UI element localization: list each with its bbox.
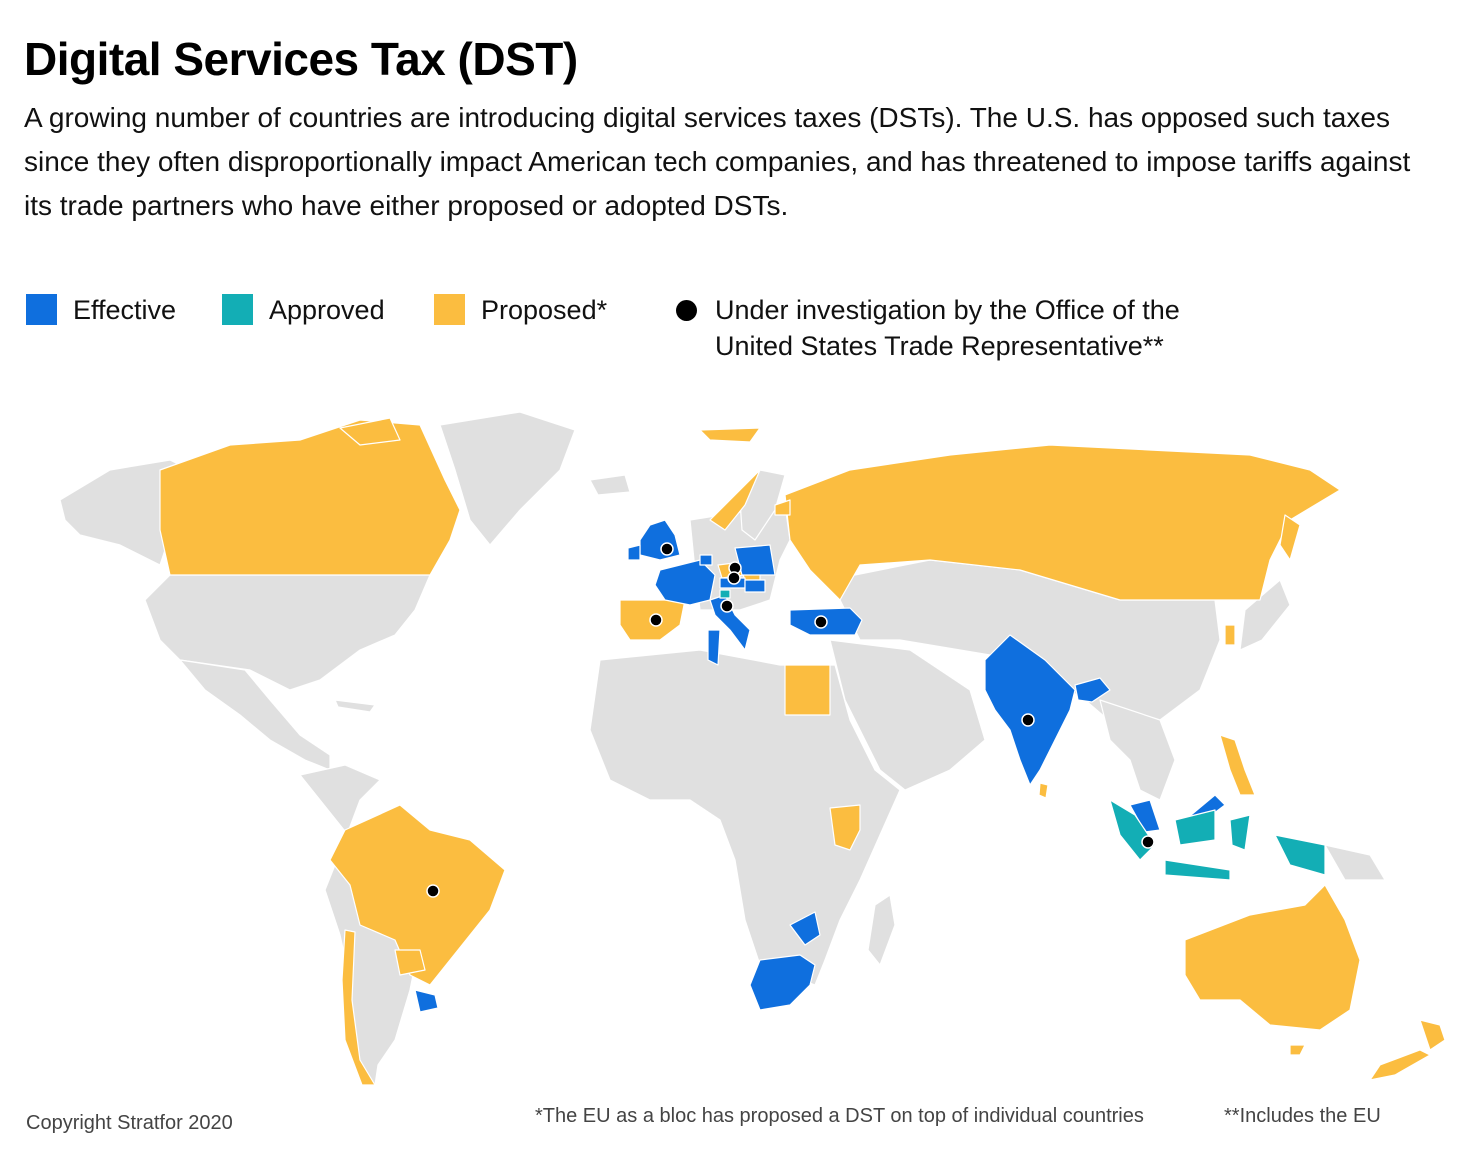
kamchatka [1279,514,1301,561]
marker-spain [649,613,663,627]
legend-label-investigation: Under investigation by the Office of the… [715,292,1180,364]
japan [1239,579,1291,651]
map-subtitle: A growing number of countries are introd… [24,102,1411,221]
marker-austria [727,571,741,585]
legend-marker-dot [676,300,697,321]
madagascar [867,894,896,966]
egypt [784,664,831,716]
legend-label-investigation-line1: Under investigation by the Office of the [715,295,1180,325]
slovenia [719,589,731,599]
copyright-text: Copyright Stratfor 2020 [26,1112,233,1134]
africa-rest [589,649,901,986]
hungary [744,579,766,593]
new-zealand [1369,1019,1446,1081]
united-kingdom [639,519,681,561]
philippines [1219,734,1256,796]
legend-swatch-approved [222,294,253,325]
marker-indonesia [1141,835,1155,849]
legend-label-approved: Approved [269,295,385,325]
kenya [829,804,861,851]
iceland [589,474,631,496]
belgium [699,554,713,566]
legend-item-proposed: Proposed* [434,292,607,328]
france [654,559,716,606]
legend-label-proposed: Proposed* [481,295,608,325]
investigation-markers [426,542,1155,898]
map-title: Digital Services Tax (DST) [24,33,578,85]
russia [784,444,1341,601]
legend-swatch-proposed [434,294,465,325]
middle-east [829,639,986,791]
marker-india [1021,713,1035,727]
legend-swatch-effective [26,294,57,325]
zimbabwe [789,911,821,946]
norway [709,469,761,531]
uruguay [414,989,439,1013]
greenland [439,411,576,546]
canada-arctic-islands [339,417,761,446]
legend-item-effective: Effective [26,292,176,328]
marker-brazil [426,884,440,898]
world-map [59,411,1446,1086]
usa [144,574,431,691]
latvia [774,499,791,516]
tunisia [707,629,721,666]
bangladesh [1074,677,1111,703]
chile [341,929,376,1086]
brazil [329,804,506,986]
footnote-eu-bloc: *The EU as a bloc has proposed a DST on … [535,1105,1144,1127]
sri-lanka [1038,782,1049,799]
south-africa [749,954,816,1011]
southeast-asia [1099,699,1176,801]
india [984,634,1076,786]
footnote-includes-eu: **Includes the EU [1224,1105,1381,1127]
legend-label-investigation-line2: United States Trade Representative** [715,331,1164,361]
legend-label-effective: Effective [73,295,177,325]
indonesia [1109,799,1326,881]
legend-item-approved: Approved [222,292,385,328]
marker-italy [720,599,734,613]
papua-new-guinea [1324,844,1386,881]
cuba [334,699,376,713]
legend-item-investigation: Under investigation by the Office of the… [676,292,1180,364]
tasmania [1289,1044,1306,1056]
marker-turkey [814,615,828,629]
australia [1184,884,1361,1031]
ireland [627,544,641,561]
paraguay [394,949,426,976]
legend: Effective Approved Proposed* Under inves… [26,292,1326,372]
marker-united-kingdom [660,542,674,556]
south-korea [1224,624,1236,646]
canada [159,419,461,576]
